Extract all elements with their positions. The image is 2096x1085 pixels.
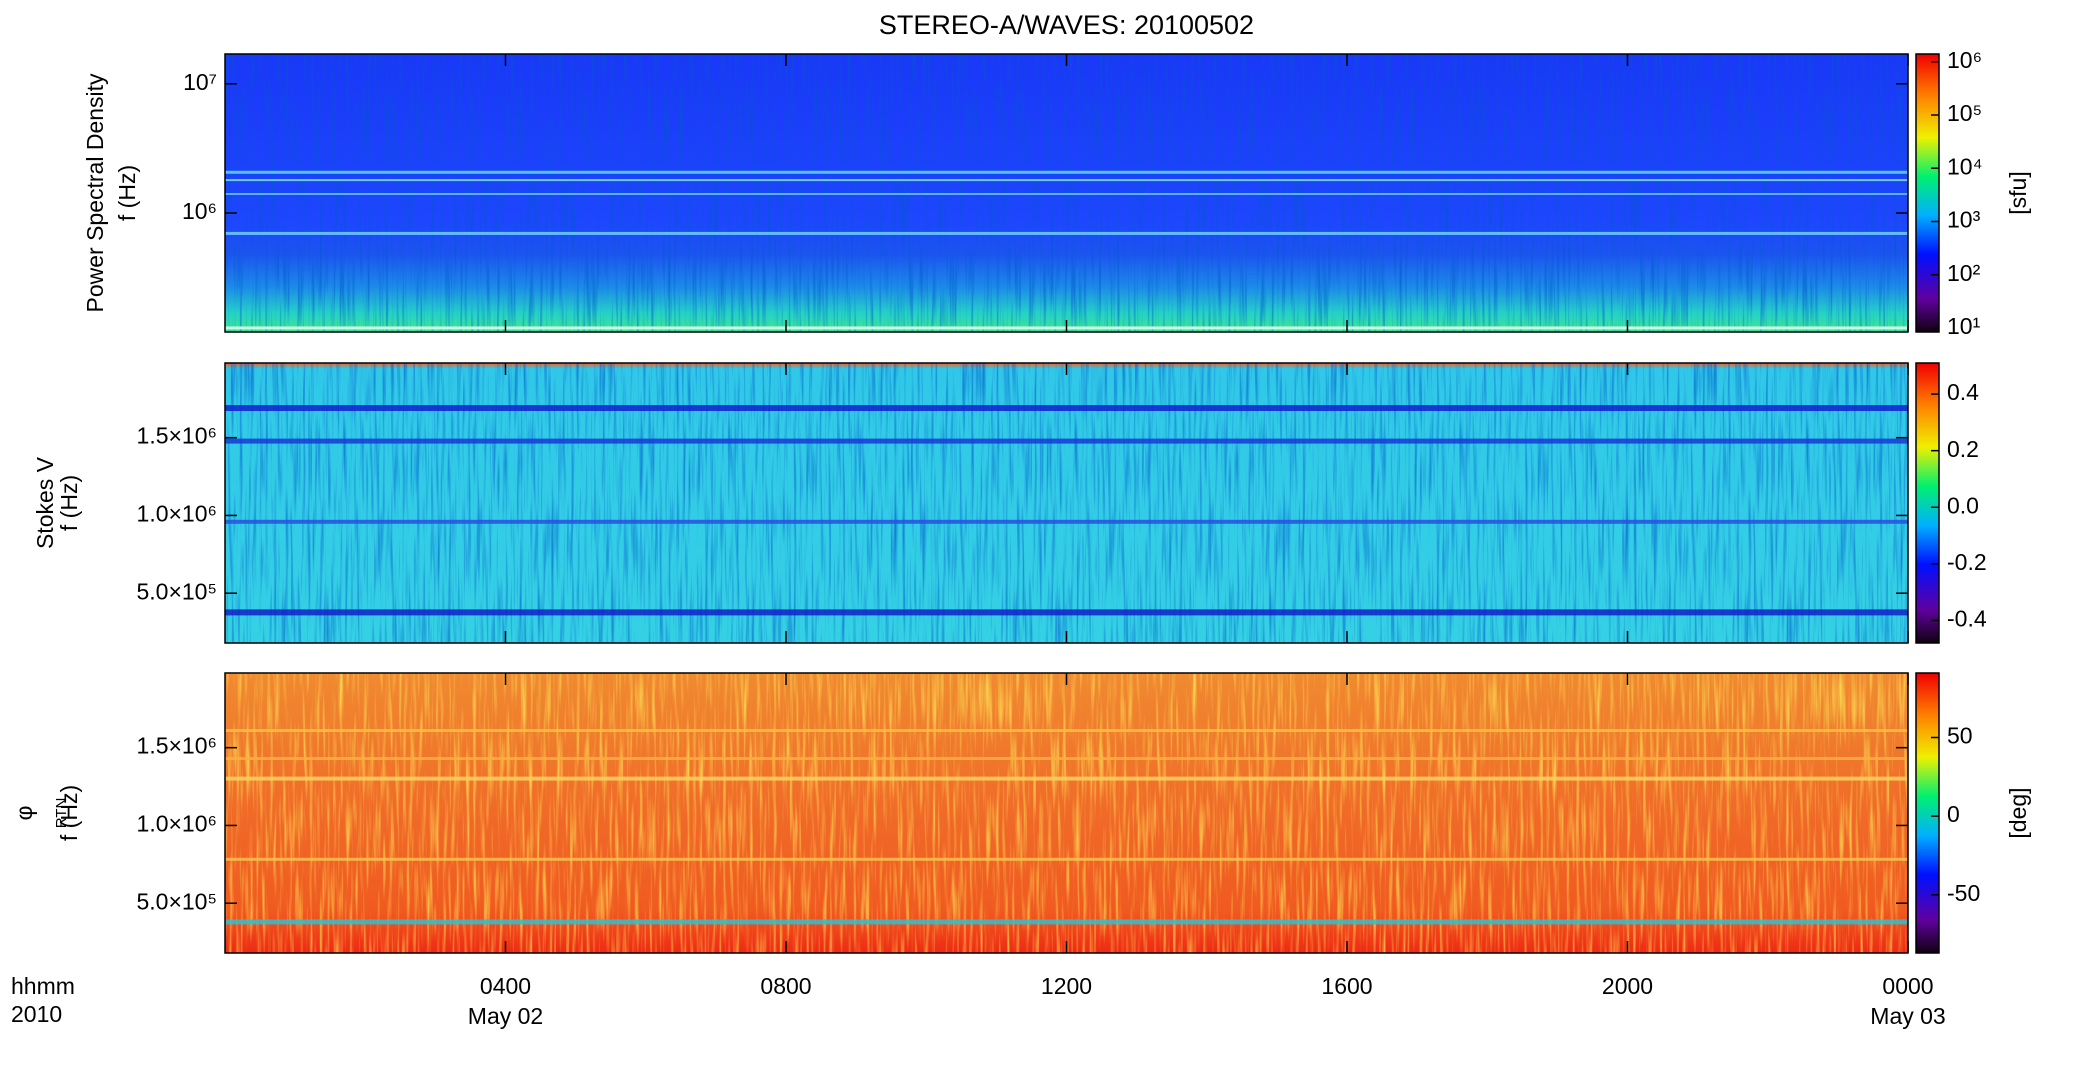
spectrogram-texture (225, 673, 1908, 953)
x-tick-label: 1200 (1041, 973, 1092, 999)
colorbar-tick-label: 0.0 (1947, 492, 1979, 518)
x-tick-label: 1600 (1321, 973, 1372, 999)
y-tick-label: 5.0×10⁵ (136, 578, 217, 604)
colorbar (1915, 362, 1940, 644)
x-date-label: May 02 (468, 1003, 543, 1029)
colorbar-tick-label: 10⁴ (1947, 153, 1982, 179)
y-tick-label: 5.0×10⁵ (136, 888, 217, 914)
colorbar-tick-label: -50 (1947, 880, 1980, 906)
y-tick-label: 1.5×10⁶ (137, 733, 217, 759)
colorbar-label: [deg] (2005, 787, 2031, 838)
colorbar-tick-label: -0.2 (1947, 549, 1987, 575)
spectral-band (225, 776, 1908, 781)
spectral-band (225, 919, 1908, 925)
spectral-band (225, 609, 1908, 616)
y-tick-label: 10⁷ (183, 69, 217, 95)
colorbar (1915, 672, 1940, 954)
x-tick-label: 2000 (1602, 973, 1653, 999)
spectral-band (225, 193, 1908, 195)
spectral-band (225, 170, 1908, 174)
y-tick-label: 10⁶ (182, 198, 217, 224)
spectral-band (225, 438, 1908, 444)
y-tick-label: 1.5×10⁶ (137, 423, 217, 449)
colorbar-tick-label: 10⁶ (1947, 47, 1982, 73)
colorbar-tick-label: 50 (1947, 723, 1973, 749)
colorbar-tick-label: 0 (1947, 801, 1960, 827)
colorbar-tick-label: 10¹ (1947, 313, 1981, 339)
y-axis-label: Power Spectral Density (82, 73, 108, 313)
colorbar-tick-label: 10⁵ (1947, 100, 1982, 126)
colorbar (1915, 53, 1940, 333)
y-axis-label: Stokes V (32, 456, 58, 549)
y-tick-label: 1.0×10⁶ (137, 811, 217, 837)
colorbar-tick-label: 10³ (1947, 207, 1981, 233)
colorbar-tick-label: 0.2 (1947, 436, 1979, 462)
spectral-band (225, 405, 1908, 411)
spectral-band (225, 231, 1908, 235)
spectral-band (225, 857, 1908, 861)
panel: 5.0×10⁵ 1.0×10⁶ 1.5×10⁶ 0400 0800 1200 1600 200… (11, 672, 2031, 1029)
x-tick-label: 0000 (1882, 973, 1933, 999)
y-tick-label: 1.0×10⁶ (137, 501, 217, 527)
y-axis-label: f (Hz) (114, 165, 140, 221)
colorbar-tick-label: 10² (1947, 260, 1981, 286)
colorbar-tick-label: 0.4 (1947, 379, 1979, 405)
x-date-label: May 03 (1870, 1003, 1945, 1029)
spectral-band (225, 179, 1908, 182)
chart-title: STEREO-A/WAVES: 20100502 (879, 10, 1254, 40)
y-axis-label: f (Hz) (56, 785, 82, 841)
x-axis-label: 2010 (11, 1001, 62, 1027)
colorbar-label: [sfu] (2005, 171, 2031, 214)
spectral-band (225, 729, 1908, 732)
spectral-band (225, 757, 1908, 760)
colorbar-tick-label: -0.4 (1947, 605, 1987, 631)
y-axis-label: f (Hz) (56, 475, 82, 531)
panel: 10⁶ 10⁷ Power Spectral Density f (Hz) STEREO… (82, 10, 2031, 339)
x-tick-label: 0800 (760, 973, 811, 999)
x-tick-label: 0400 (480, 973, 531, 999)
x-axis-label: hhmm (11, 973, 75, 999)
panel: 5.0×10⁵ 1.0×10⁶ 1.5×10⁶ Stokes Vf (Hz) -0.4 -… (32, 362, 1987, 644)
spectral-band (225, 519, 1908, 524)
y-axis-label-subscript: RTN (53, 798, 70, 829)
y-axis-label: φ (11, 806, 37, 821)
